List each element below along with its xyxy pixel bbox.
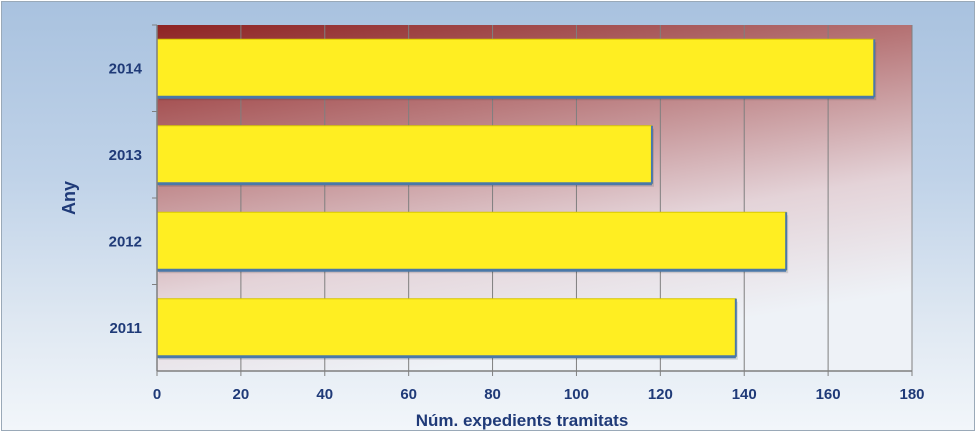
x-tick-label: 140 bbox=[732, 386, 757, 403]
tick-labels: 0 20 40 60 80 100 120 140 160 180 2011 2012 2013 2014 bbox=[109, 60, 925, 403]
x-tick-label: 100 bbox=[564, 386, 589, 403]
bar-2011 bbox=[156, 298, 737, 358]
bar-2014 bbox=[156, 38, 875, 98]
bar-2012 bbox=[156, 211, 787, 271]
x-tick-label: 20 bbox=[233, 386, 250, 403]
x-tick-label: 40 bbox=[316, 386, 333, 403]
x-axis-title: Núm. expedients tramitats bbox=[416, 411, 629, 430]
y-tick-label: 2014 bbox=[109, 60, 143, 77]
y-tick-label: 2013 bbox=[109, 147, 142, 164]
x-tick-label: 160 bbox=[816, 386, 841, 403]
y-tick-label: 2012 bbox=[109, 233, 142, 250]
y-tick-label: 2011 bbox=[109, 320, 142, 337]
axes bbox=[152, 24, 913, 376]
x-tick-label: 120 bbox=[648, 386, 673, 403]
bars bbox=[156, 38, 877, 360]
x-tick-label: 60 bbox=[400, 386, 417, 403]
x-tick-label: 180 bbox=[899, 386, 924, 403]
x-tick-label: 0 bbox=[153, 386, 161, 403]
bar-2013 bbox=[156, 125, 653, 185]
y-axis-title: Any bbox=[59, 181, 79, 215]
x-tick-label: 80 bbox=[484, 386, 501, 403]
